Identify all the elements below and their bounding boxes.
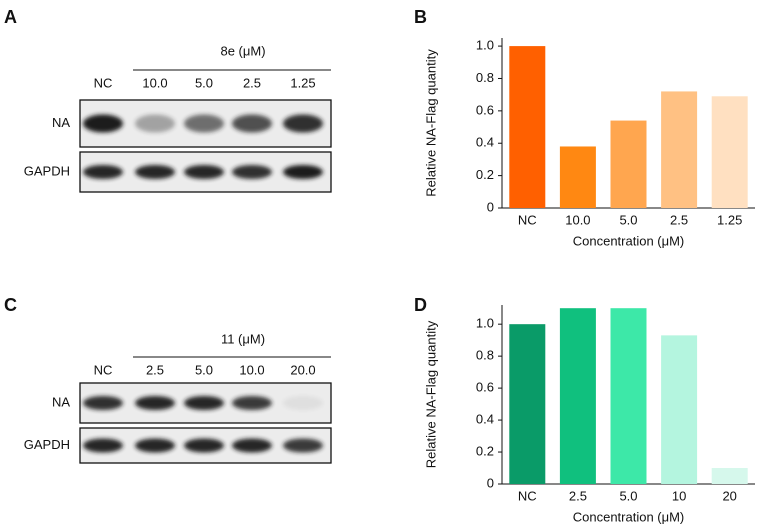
x-tick-label: 10.0 — [565, 212, 590, 227]
band — [135, 165, 175, 179]
x-axis-title: Concentration (μM) — [573, 233, 685, 248]
band — [232, 396, 272, 410]
y-tick-label: 0 — [487, 199, 494, 214]
y-tick-label: 0.4 — [476, 135, 494, 150]
x-tick-label: 10 — [672, 488, 686, 503]
y-tick-label: 0.6 — [476, 102, 494, 117]
band — [135, 438, 175, 453]
bar — [661, 91, 698, 208]
band — [283, 165, 323, 179]
lane-label: 5.0 — [195, 75, 213, 90]
x-tick-label: 5.0 — [619, 488, 637, 503]
band — [184, 396, 224, 410]
band — [232, 438, 272, 453]
x-tick-label: NC — [518, 212, 537, 227]
y-tick-label: 0.2 — [476, 167, 494, 182]
x-tick-label: 20 — [722, 488, 736, 503]
lane-label: 10.0 — [142, 75, 167, 90]
x-tick-label: 1.25 — [717, 212, 742, 227]
y-axis-title: Relative NA-Flag quantity — [423, 49, 438, 197]
band — [283, 114, 323, 133]
x-tick-label: 2.5 — [670, 212, 688, 227]
band — [83, 165, 123, 179]
bar — [610, 308, 647, 484]
lane-label: 2.5 — [243, 75, 261, 90]
lane-label: 5.0 — [195, 362, 213, 377]
band — [135, 114, 175, 133]
band — [83, 396, 123, 410]
row-label: NA — [52, 115, 70, 130]
x-tick-label: NC — [518, 488, 537, 503]
lane-label: NC — [94, 75, 113, 90]
bar — [711, 96, 748, 208]
treatment-label: 11 (μM) — [221, 331, 265, 346]
y-axis-title: Relative NA-Flag quantity — [423, 320, 438, 468]
band — [184, 438, 224, 453]
y-tick-label: 0 — [487, 475, 494, 490]
band — [232, 165, 272, 179]
lane-label: 1.25 — [290, 75, 315, 90]
band — [184, 114, 224, 133]
y-tick-label: 0.2 — [476, 443, 494, 458]
bar — [711, 468, 748, 484]
band — [83, 114, 123, 133]
y-tick-label: 1.0 — [476, 38, 494, 53]
x-tick-label: 5.0 — [619, 212, 637, 227]
lane-label: 2.5 — [146, 362, 164, 377]
treatment-label: 8e (μM) — [220, 43, 265, 58]
bar — [509, 46, 546, 208]
band — [83, 438, 123, 453]
band — [283, 438, 323, 453]
panel-label: A — [4, 7, 17, 27]
bar — [559, 146, 596, 208]
row-label: GAPDH — [24, 163, 70, 178]
y-tick-label: 1.0 — [476, 316, 494, 331]
bar — [509, 324, 546, 484]
lane-label: 20.0 — [290, 362, 315, 377]
row-label: NA — [52, 394, 70, 409]
y-tick-label: 0.4 — [476, 412, 494, 427]
panel-label: C — [4, 295, 17, 315]
panel-label: D — [414, 295, 427, 315]
panel-label: B — [414, 7, 427, 27]
y-tick-label: 0.8 — [476, 348, 494, 363]
row-label: GAPDH — [24, 437, 70, 452]
x-axis-title: Concentration (μM) — [573, 509, 685, 524]
bar — [610, 120, 647, 208]
lane-label: NC — [94, 362, 113, 377]
band — [232, 114, 272, 133]
lane-label: 10.0 — [239, 362, 264, 377]
bar — [661, 335, 698, 484]
band — [135, 396, 175, 410]
band — [283, 396, 323, 410]
x-tick-label: 2.5 — [569, 488, 587, 503]
y-tick-label: 0.6 — [476, 380, 494, 395]
bar — [559, 308, 596, 484]
y-tick-label: 0.8 — [476, 70, 494, 85]
band — [184, 165, 224, 179]
